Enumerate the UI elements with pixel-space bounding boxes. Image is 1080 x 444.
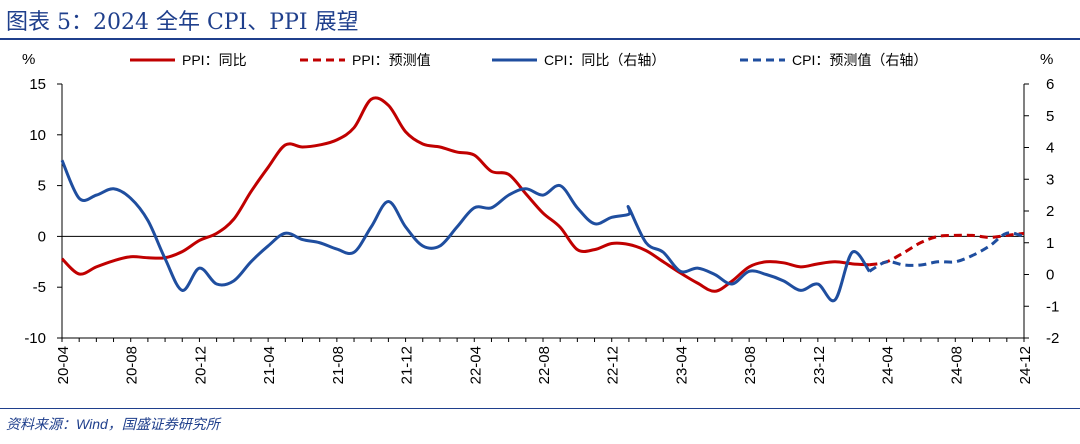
legend-label: PPI：同比 [182,52,247,68]
legend-label: PPI：预测值 [352,52,431,68]
right-tick-label: -1 [1046,298,1059,315]
left-tick-label: -10 [24,330,46,347]
x-tick-label: 22-08 [536,346,553,384]
x-tick-label: 21-08 [330,346,347,384]
right-tick-label: 2 [1046,203,1054,220]
source-note: 资料来源：Wind，国盛证券研究所 [6,416,220,432]
x-tick-label: 22-12 [605,346,622,384]
x-tick-label: 20-08 [124,346,141,384]
right-tick-label: 4 [1046,140,1054,157]
title-rule [0,38,1080,40]
series-line-CPI：同比（右轴） [60,159,871,303]
series-line-CPI：预测值（右轴） [868,231,1025,273]
x-tick-label: 20-04 [55,346,72,384]
x-tick-label: 21-04 [261,346,278,384]
right-tick-label: 0 [1046,267,1054,284]
x-tick-label: 23-04 [673,346,690,384]
right-tick-label: 3 [1046,171,1054,188]
left-tick-label: 5 [38,178,46,195]
x-tick-label: 23-12 [811,346,828,384]
left-tick-label: 0 [38,228,46,245]
right-tick-label: 1 [1046,235,1054,252]
left-tick-label: 10 [29,127,46,144]
x-tick-label: 21-12 [399,346,416,384]
legend-label: CPI：同比（右轴） [544,52,665,68]
right-axis-unit: % [1040,51,1053,68]
right-tick-label: 6 [1046,76,1054,93]
series-line-PPI：预测值 [869,231,1025,267]
x-tick-label: 20-12 [192,346,209,384]
left-axis-unit: % [22,51,35,68]
right-tick-label: 5 [1046,108,1054,125]
x-tick-label: 22-04 [467,346,484,384]
series-line-PPI：同比 [60,96,870,293]
x-tick-label: 23-08 [742,346,759,384]
left-tick-label: 15 [29,76,46,93]
legend-label: CPI：预测值（右轴） [792,52,927,68]
right-tick-label: -2 [1046,330,1059,347]
x-tick-label: 24-08 [948,346,965,384]
chart-title: 图表 5：2024 全年 CPI、PPI 展望 [6,10,359,35]
x-tick-label: 24-04 [880,346,897,384]
x-tick-label: 24-12 [1017,346,1034,384]
source-rule [0,408,1080,409]
left-tick-label: -5 [33,279,46,296]
